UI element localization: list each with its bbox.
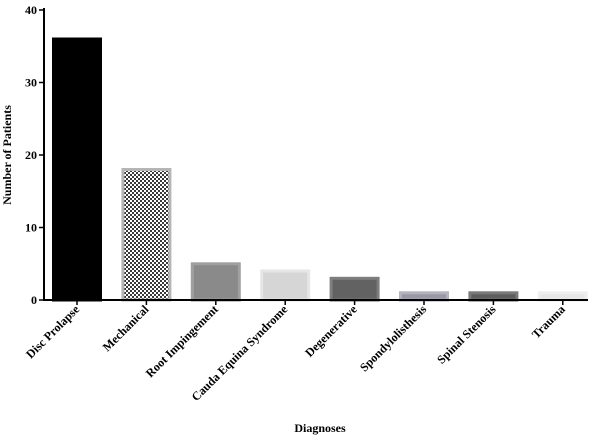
bar-cauda-equina-syndrome — [260, 269, 311, 302]
x-tick-label: Spondylolisthesis — [357, 302, 429, 374]
x-tick-label: Degenerative — [302, 302, 360, 360]
x-tick-label: Disc Prolapse — [23, 302, 82, 361]
x-tick-label: Trauma — [529, 302, 568, 341]
y-tick-label: 0 — [31, 293, 37, 307]
x-tick-label: Mechanical — [100, 302, 152, 354]
y-tick-label: 10 — [25, 221, 37, 235]
y-axis: 0 10 20 30 40 — [25, 3, 45, 307]
bar-disc-prolapse — [52, 37, 102, 302]
bar-mechanical — [121, 168, 172, 302]
y-tick-label: 40 — [25, 3, 37, 17]
bar-root-impingement — [190, 262, 241, 302]
x-axis-title: Diagnoses — [294, 421, 346, 435]
bar-degenerative — [329, 276, 380, 302]
y-axis-title: Number of Patients — [0, 105, 14, 205]
y-tick-label: 20 — [25, 148, 37, 162]
x-tick-label: Spinal Stenosis — [434, 302, 499, 367]
bars-group — [52, 37, 588, 302]
y-tick-label: 30 — [25, 76, 37, 90]
x-tick-label: Root Impingement — [143, 302, 221, 380]
